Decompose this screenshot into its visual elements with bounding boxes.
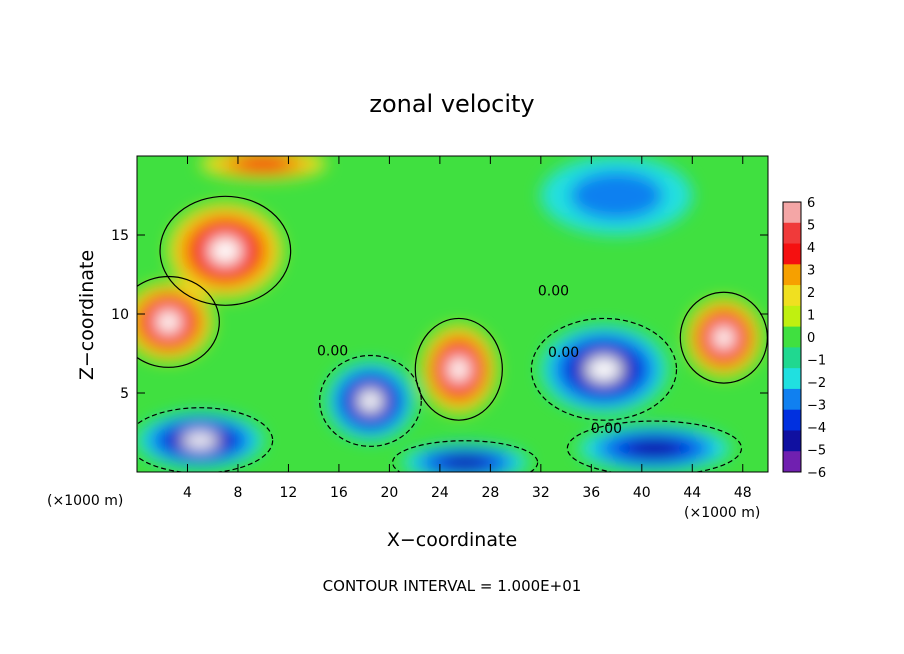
x-tick-label: 12 bbox=[280, 485, 298, 501]
colorbar-tick-label: −5 bbox=[807, 444, 826, 459]
x-tick-label: 44 bbox=[683, 485, 701, 501]
x-tick-label: 36 bbox=[582, 485, 600, 501]
field-blob-positive bbox=[209, 237, 242, 265]
field-blob-negative bbox=[628, 440, 681, 457]
x-axis-unit: (×1000 m) bbox=[684, 505, 760, 521]
contour-label: 0.00 bbox=[317, 343, 348, 359]
colorbar-tick-label: −1 bbox=[807, 354, 826, 369]
x-tick-label: 16 bbox=[330, 485, 348, 501]
colorbar-swatch bbox=[783, 368, 801, 390]
contour-line bbox=[530, 317, 678, 421]
contour-line bbox=[137, 275, 220, 368]
field-blob-negative bbox=[585, 356, 622, 382]
field-blob-negative bbox=[357, 389, 384, 413]
contour-line bbox=[414, 317, 503, 421]
field-blob-negative bbox=[569, 171, 664, 220]
x-tick-label: 20 bbox=[380, 485, 398, 501]
y-axis-ticks: 5 10 15 bbox=[111, 228, 768, 402]
colorbar-swatch bbox=[783, 264, 801, 286]
x-tick-label: 24 bbox=[431, 485, 449, 501]
field-blob-negative bbox=[182, 432, 219, 449]
plot-area: 0.00 0.00 0.00 0.00 bbox=[136, 155, 769, 473]
velocity-field bbox=[137, 156, 762, 472]
x-tick-label: 32 bbox=[532, 485, 550, 501]
colorbar-tick-label: 1 bbox=[807, 309, 815, 324]
colorbar-tick-label: 4 bbox=[807, 241, 815, 256]
colorbar-tick-label: −6 bbox=[807, 466, 826, 481]
x-tick-label: 8 bbox=[233, 485, 242, 501]
x-tick-label: 48 bbox=[734, 485, 752, 501]
contour-line bbox=[679, 291, 768, 384]
colorbar-swatch bbox=[783, 202, 801, 224]
y-axis-title: Z−coordinate bbox=[76, 250, 98, 380]
colorbar-tick-label: −3 bbox=[807, 399, 826, 414]
contour-line bbox=[566, 420, 743, 472]
contour-line bbox=[137, 407, 274, 472]
contour-label: 0.00 bbox=[538, 283, 569, 299]
x-axis-title: X−coordinate bbox=[387, 529, 517, 551]
contour-line bbox=[319, 354, 422, 447]
colorbar-swatch bbox=[783, 326, 801, 348]
field-blob-negative bbox=[443, 455, 488, 470]
colorbar-tick-label: 6 bbox=[807, 196, 815, 211]
colorbar-swatch bbox=[783, 305, 801, 328]
y-tick-label: 5 bbox=[120, 386, 129, 402]
field-blob-positive bbox=[235, 156, 292, 171]
x-tick-label: 40 bbox=[633, 485, 651, 501]
x-tick-label: 28 bbox=[481, 485, 499, 501]
colorbar-swatch bbox=[783, 243, 801, 265]
contour-labels: 0.00 0.00 0.00 0.00 bbox=[317, 283, 622, 436]
colorbar-frame bbox=[782, 201, 802, 473]
field-blob-positive bbox=[447, 356, 470, 382]
y-axis-unit: (×1000 m) bbox=[47, 493, 123, 509]
colorbar-tick-label: 3 bbox=[807, 264, 815, 279]
field-blob-positive bbox=[155, 310, 182, 334]
chart-title: zonal velocity bbox=[369, 90, 534, 118]
x-tick-label: 4 bbox=[183, 485, 192, 501]
y-tick-label: 10 bbox=[111, 307, 129, 323]
colorbar-swatch bbox=[783, 347, 801, 369]
contour-line bbox=[159, 195, 292, 306]
field-shading bbox=[137, 156, 762, 472]
colorbar-tick-label: −2 bbox=[807, 376, 826, 391]
colorbar-swatch bbox=[783, 451, 801, 473]
colorbar-tick-label: 5 bbox=[807, 219, 815, 234]
contour-label: 0.00 bbox=[591, 421, 622, 437]
contour-lines bbox=[137, 195, 768, 472]
contour-line bbox=[391, 440, 539, 472]
colorbar: 6 5 4 3 2 1 0 −1 −2 −3 −4 −5 −6 bbox=[782, 196, 826, 481]
colorbar-tick-label: 0 bbox=[807, 331, 815, 346]
field-blob-positive bbox=[713, 326, 735, 349]
colorbar-swatch bbox=[783, 222, 801, 245]
contour-interval-note: CONTOUR INTERVAL = 1.000E+01 bbox=[323, 577, 582, 595]
colorbar-swatch bbox=[783, 285, 801, 307]
x-axis-ticks: 4 8 12 16 20 24 28 32 36 40 44 48 bbox=[183, 156, 752, 501]
colorbar-tick-label: 2 bbox=[807, 286, 815, 301]
colorbar-tick-label: −4 bbox=[807, 421, 826, 436]
y-tick-label: 15 bbox=[111, 228, 129, 244]
colorbar-swatch bbox=[783, 409, 801, 431]
colorbar-swatch bbox=[783, 430, 801, 452]
contour-label: 0.00 bbox=[548, 345, 579, 361]
colorbar-swatch bbox=[783, 388, 801, 411]
